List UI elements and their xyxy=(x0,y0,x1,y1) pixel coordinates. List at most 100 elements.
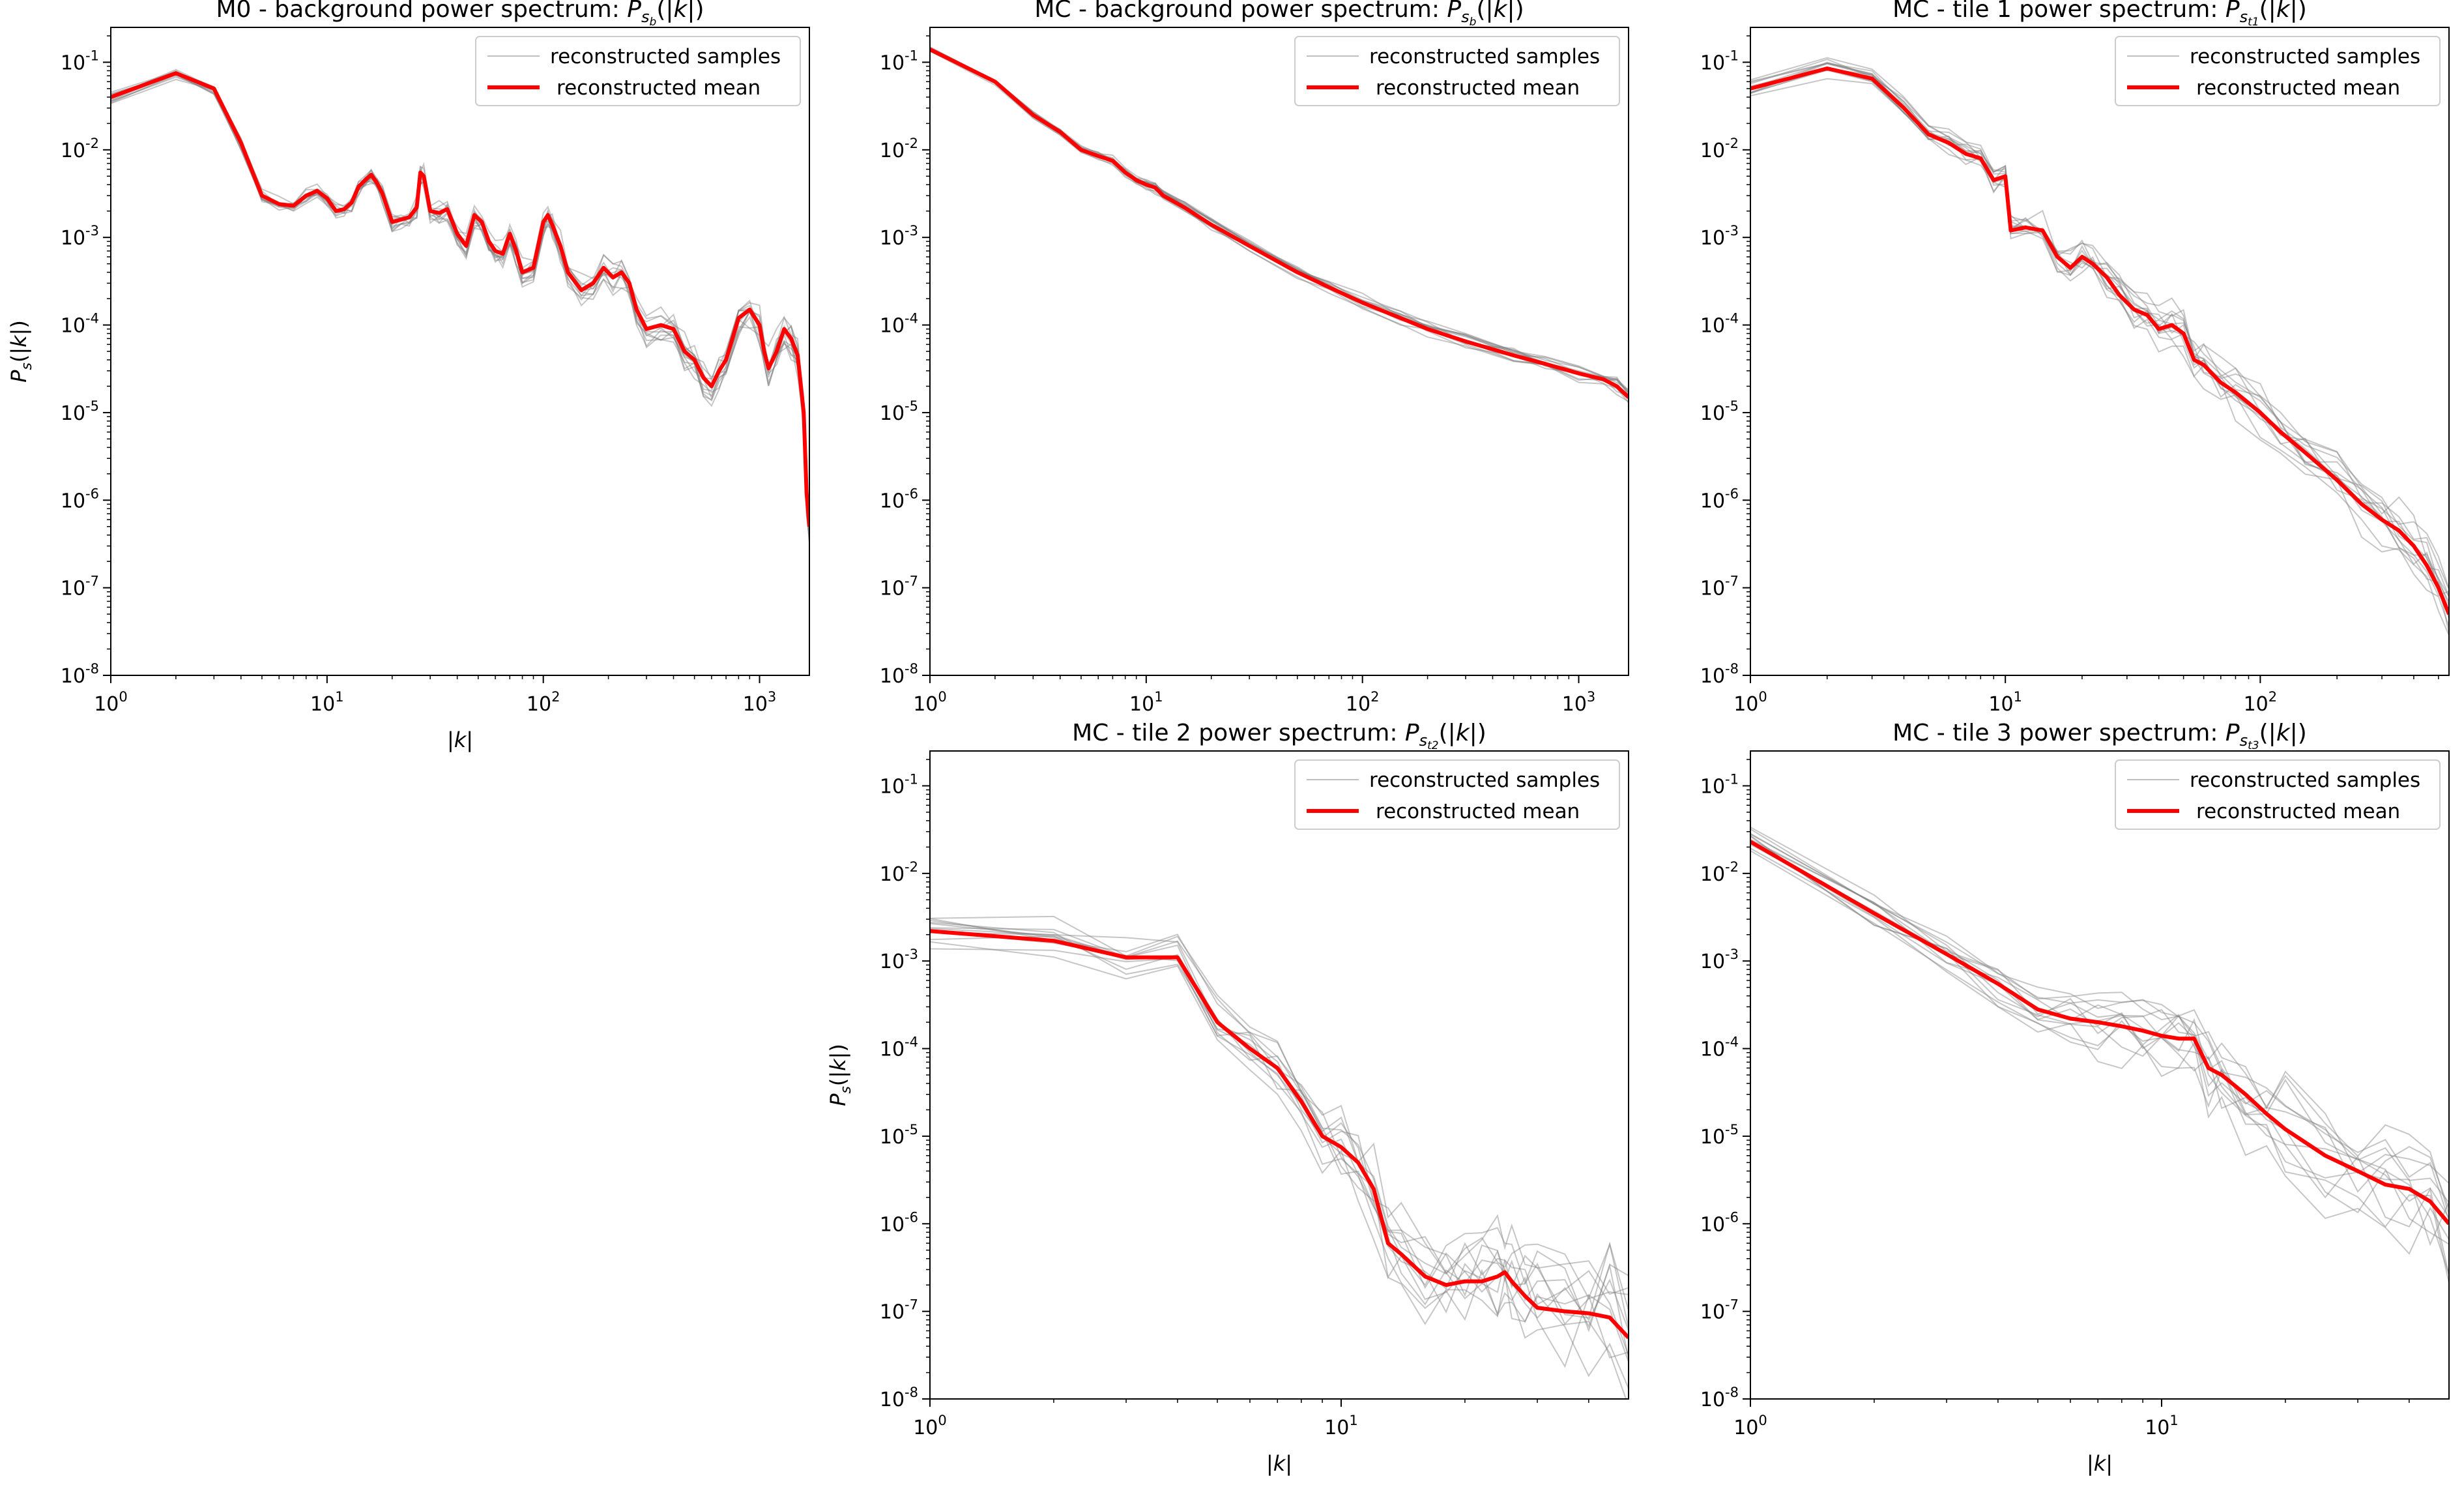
x-tick-label: 103 xyxy=(743,689,777,716)
sample-line xyxy=(1750,63,2449,602)
sample-line xyxy=(1750,63,2449,606)
y-tick-label: 10-7 xyxy=(1700,1297,1739,1324)
mean-line xyxy=(1750,66,2449,615)
y-tick-label: 10-3 xyxy=(61,223,99,250)
x-tick-label: 103 xyxy=(1562,689,1596,716)
y-tick-label: 10-5 xyxy=(880,398,918,425)
legend-box xyxy=(2115,36,2441,106)
y-tick-label: 10-1 xyxy=(880,771,918,798)
legend-box xyxy=(1294,36,1620,106)
sample-line xyxy=(930,928,1629,1356)
chart-title: MC - background power spectrum: Psb(|k|) xyxy=(1034,0,1524,29)
y-tick-label: 10-8 xyxy=(880,661,918,688)
axes-frame xyxy=(110,27,810,676)
sample-line xyxy=(930,941,1627,1399)
y-tick-label: 10-6 xyxy=(880,486,918,512)
chart-title: MC - tile 3 power spectrum: Pst3(|k|) xyxy=(1892,720,2307,752)
x-tick-label: 101 xyxy=(1988,689,2022,716)
x-tick-label: 101 xyxy=(310,689,344,716)
sample-line xyxy=(1750,69,2449,636)
legend-box xyxy=(475,36,801,106)
y-tick-label: 10-4 xyxy=(1700,1035,1739,1061)
chart-mc-background: 100 101 102 103 10-8 10-7 10-6 10-5 10-4 10-3 10-2… xyxy=(880,0,1629,716)
chart-title: MC - tile 1 power spectrum: Pst1(|k|) xyxy=(1892,0,2307,29)
x-axis-label: |k| xyxy=(1266,1451,1292,1476)
x-tick-label: 102 xyxy=(527,689,560,716)
chart-m0-background: 100 101 102 103 10-8 10-7 10-6 10-5 10-4 10-3 10-2… xyxy=(7,0,810,752)
y-tick-label: 10-7 xyxy=(880,574,918,600)
legend: reconstructed samples reconstructed mean xyxy=(475,36,801,106)
legend: reconstructed samples reconstructed mean xyxy=(1294,759,1620,830)
y-tick-label: 10-2 xyxy=(1700,859,1739,886)
sample-line xyxy=(1750,833,2449,1215)
legend: reconstructed samples reconstructed mean xyxy=(2115,36,2441,106)
y-tick-label: 10-6 xyxy=(880,1209,918,1236)
samples-group xyxy=(930,915,1629,1399)
legend-samples-label: reconstructed samples xyxy=(1369,769,1600,792)
legend-box xyxy=(1294,759,1620,830)
y-tick-label: 10-4 xyxy=(880,1035,918,1061)
x-tick-label: 100 xyxy=(913,1413,947,1439)
y-tick-label: 10-3 xyxy=(880,223,918,250)
x-axis-label: |k| xyxy=(447,728,473,752)
y-tick-label: 10-1 xyxy=(61,48,99,74)
axes-frame xyxy=(929,27,1629,676)
sample-line xyxy=(1750,850,2449,1274)
sample-line xyxy=(930,948,1629,1389)
sample-line xyxy=(930,915,1629,1319)
sample-line xyxy=(1750,847,2449,1255)
x-tick-label: 102 xyxy=(1346,689,1380,716)
y-tick-label: 10-7 xyxy=(61,574,99,600)
sample-line xyxy=(930,932,1629,1325)
mean-line xyxy=(930,929,1629,1340)
y-tick-label: 10-8 xyxy=(61,661,99,688)
chart-mc-tile2: 100 101 10-8 10-7 10-6 10-5 10-4 10-3 10-2 10-1 MC… xyxy=(826,720,1629,1476)
y-tick-label: 10-7 xyxy=(880,1297,918,1324)
legend: reconstructed samples reconstructed mean xyxy=(2115,759,2441,830)
sample-line xyxy=(111,72,809,517)
sample-line xyxy=(1750,832,2449,1184)
sample-line xyxy=(111,68,809,522)
samples-group xyxy=(111,68,809,544)
x-tick-label: 100 xyxy=(913,689,947,716)
sample-line xyxy=(930,47,1629,395)
y-axis-label: Ps(|k|) xyxy=(7,320,35,383)
legend-box xyxy=(2115,759,2441,830)
chart-mc-tile1: 100 101 102 10-8 10-7 10-6 10-5 10-4 10-3 10-2 10-… xyxy=(1700,0,2450,716)
sample-line xyxy=(1750,68,2449,615)
x-axis-label: |k| xyxy=(2087,1451,2113,1476)
y-tick-label: 10-7 xyxy=(1700,574,1739,600)
y-tick-label: 10-3 xyxy=(1700,947,1739,973)
legend: reconstructed samples reconstructed mean xyxy=(1294,36,1620,106)
y-tick-label: 10-8 xyxy=(1700,661,1739,688)
y-tick-label: 10-2 xyxy=(880,136,918,162)
sample-line xyxy=(930,927,1629,1295)
y-tick-label: 10-3 xyxy=(1700,223,1739,250)
x-tick-label: 101 xyxy=(1324,1413,1358,1439)
y-tick-label: 10-2 xyxy=(1700,136,1739,162)
sample-line xyxy=(111,74,809,542)
y-tick-label: 10-5 xyxy=(61,398,99,425)
sample-line xyxy=(1750,57,2449,597)
sample-line xyxy=(1750,62,2449,589)
y-tick-label: 10-1 xyxy=(1700,771,1739,798)
sample-line xyxy=(111,70,809,525)
sample-line xyxy=(930,50,1629,398)
sample-line xyxy=(111,71,809,516)
legend-samples-label: reconstructed samples xyxy=(2190,45,2420,68)
legend-mean-label: reconstructed mean xyxy=(557,76,761,100)
y-tick-label: 10-1 xyxy=(1700,48,1739,74)
x-tick-label: 100 xyxy=(94,689,128,716)
legend-samples-label: reconstructed samples xyxy=(2190,769,2420,792)
legend-mean-label: reconstructed mean xyxy=(2196,800,2400,823)
y-tick-label: 10-6 xyxy=(1700,1209,1739,1236)
sample-line xyxy=(1750,836,2449,1245)
legend-mean-label: reconstructed mean xyxy=(1376,800,1580,823)
y-tick-label: 10-5 xyxy=(1700,1122,1739,1149)
samples-group xyxy=(1750,57,2449,636)
sample-line xyxy=(1750,834,2449,1246)
legend-samples-label: reconstructed samples xyxy=(1369,45,1600,68)
mean-line xyxy=(111,71,809,527)
sample-line xyxy=(930,918,1629,1332)
